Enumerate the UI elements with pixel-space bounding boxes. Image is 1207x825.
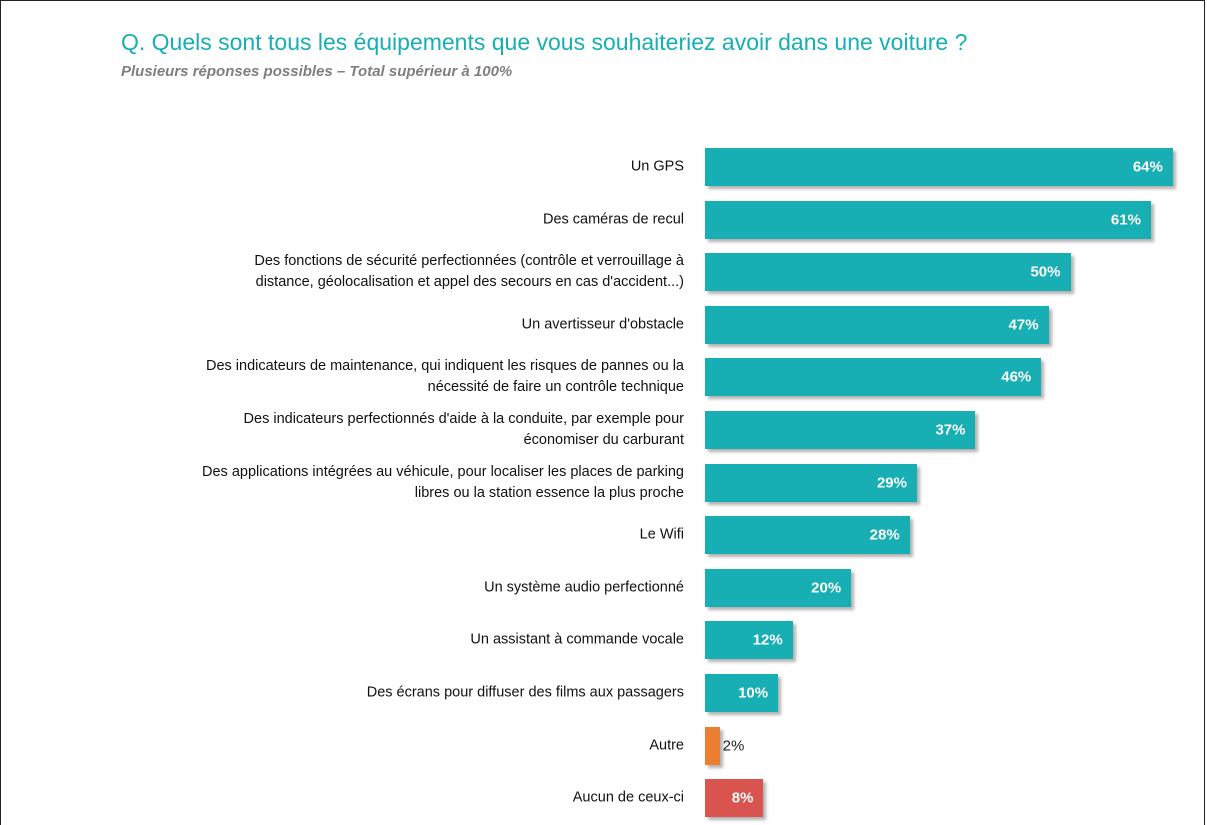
bar bbox=[705, 411, 976, 449]
bar bbox=[705, 568, 852, 607]
bar bbox=[705, 200, 1151, 239]
category-label: Le Wifi bbox=[639, 526, 684, 543]
value-label: 46% bbox=[1001, 368, 1032, 386]
bar bbox=[705, 516, 910, 555]
chart-subtitle: Plusieurs réponses possibles – Total sup… bbox=[121, 63, 513, 80]
bar bbox=[705, 726, 720, 765]
category-label: Des fonctions de sécurité perfectionnées… bbox=[254, 253, 684, 291]
category-label: Des indicateurs de maintenance, qui indi… bbox=[205, 358, 684, 396]
value-label: 47% bbox=[1008, 316, 1039, 334]
bar bbox=[705, 148, 1173, 186]
category-label: Des indicateurs perfectionnés d'aide à l… bbox=[243, 411, 684, 448]
bar bbox=[705, 305, 1049, 344]
category-label: Des applications intégrées au véhicule, … bbox=[202, 463, 684, 501]
value-label: 50% bbox=[1030, 263, 1061, 281]
category-label: Des caméras de recul bbox=[542, 211, 684, 228]
value-label: 29% bbox=[876, 474, 907, 492]
bar bbox=[705, 358, 1042, 397]
category-label: Un système audio perfectionné bbox=[484, 579, 684, 596]
category-label: Un avertisseur d'obstacle bbox=[521, 316, 684, 333]
bar bbox=[705, 674, 779, 712]
bar bbox=[705, 463, 917, 502]
chart-title: Q. Quels sont tous les équipements que v… bbox=[121, 29, 968, 55]
value-label: 61% bbox=[1110, 211, 1141, 229]
value-label: 20% bbox=[811, 579, 842, 597]
value-label: 64% bbox=[1132, 158, 1163, 176]
value-label: 12% bbox=[752, 631, 783, 649]
category-label: Des écrans pour diffuser des films aux p… bbox=[366, 684, 684, 701]
value-label: 8% bbox=[731, 789, 754, 807]
bar bbox=[705, 779, 764, 818]
bar bbox=[705, 253, 1071, 292]
category-label: Un assistant à commande vocale bbox=[470, 631, 684, 648]
value-label: 2% bbox=[722, 737, 745, 755]
category-label: Autre bbox=[649, 737, 684, 754]
bar bbox=[705, 621, 793, 660]
value-label: 10% bbox=[738, 684, 769, 702]
value-label: 37% bbox=[935, 421, 966, 439]
category-label: Un GPS bbox=[630, 158, 684, 175]
value-label: 28% bbox=[869, 526, 900, 544]
category-label: Aucun de ceux-ci bbox=[572, 789, 684, 806]
